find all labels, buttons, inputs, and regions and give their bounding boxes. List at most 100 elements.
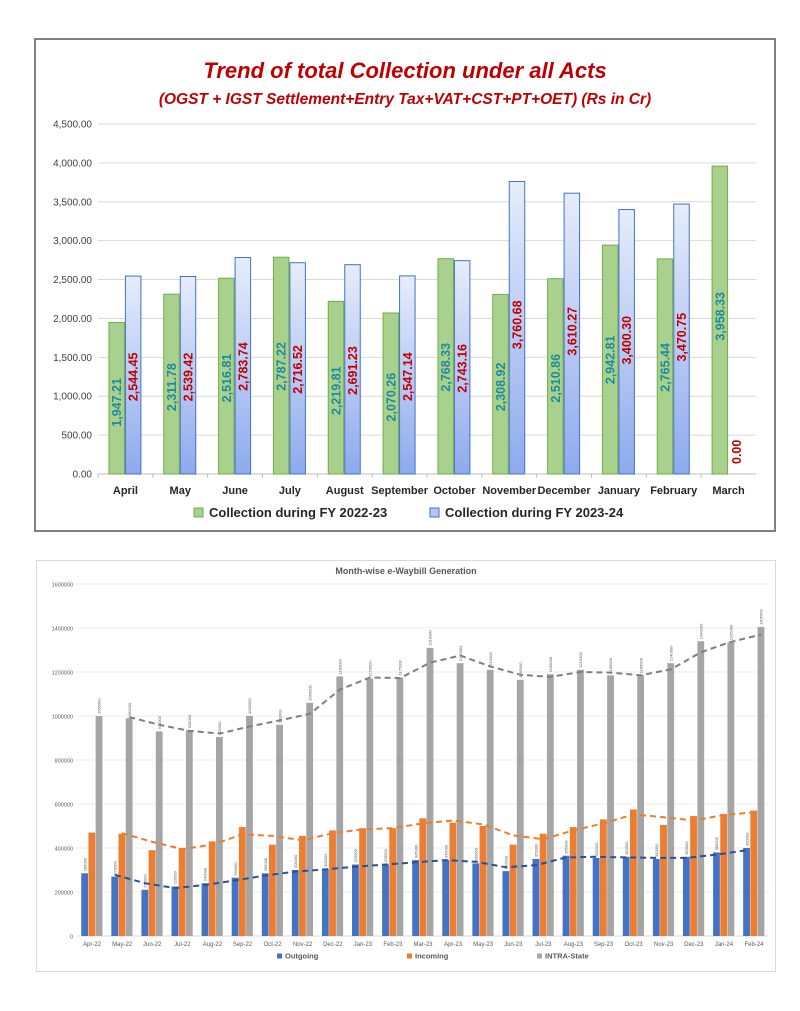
data-label: 3,760.68 xyxy=(511,300,525,349)
bar-outgoing xyxy=(412,860,419,936)
bar-intra-state xyxy=(155,731,163,936)
bars: 285000 470000 1000000 270000 465000 990000 210… xyxy=(81,609,765,936)
data-label: 470000 xyxy=(90,816,95,830)
legend: Outgoing Incoming INTRA-State xyxy=(277,952,589,961)
data-label: 1240000 xyxy=(668,645,673,661)
x-tick-label: Jul-23 xyxy=(535,942,552,948)
y-tick-label: 1400000 xyxy=(52,627,73,633)
bar-incoming xyxy=(299,835,306,936)
bar-intra-state xyxy=(667,663,675,936)
bar-incoming xyxy=(389,828,397,936)
y-tick-label: 3,500.00 xyxy=(53,197,92,208)
data-label: 530000 xyxy=(601,803,606,817)
legend-swatch xyxy=(407,953,412,959)
x-tick-label: Jul-22 xyxy=(174,942,191,948)
bars xyxy=(108,165,729,475)
data-label: 2,783.74 xyxy=(236,342,250,391)
data-label: 1,947.21 xyxy=(110,378,124,427)
bar-fy2023-24 xyxy=(124,275,142,475)
bar-intra-state xyxy=(185,730,193,936)
y-tick-label: 1000000 xyxy=(52,715,73,721)
data-label: 905000 xyxy=(217,721,222,735)
bar-fy2022-23 xyxy=(492,293,509,475)
x-tick-label: May xyxy=(170,485,192,497)
bar-incoming xyxy=(750,810,758,936)
data-label: 1240000 xyxy=(458,645,463,661)
x-tick-label: Jun-23 xyxy=(504,942,523,948)
bar-incoming xyxy=(599,819,607,936)
data-label: 930000 xyxy=(157,715,162,729)
bar-intra-state xyxy=(306,702,314,936)
bar-outgoing xyxy=(713,852,720,936)
bar-incoming xyxy=(329,830,336,936)
collection-chart: Trend of total Collection under all Acts… xyxy=(53,58,756,520)
legend-swatch xyxy=(537,953,542,959)
y-tick-label: 2,000.00 xyxy=(53,314,92,325)
x-tick-label: Oct-23 xyxy=(625,942,644,948)
y-tick-label: 1200000 xyxy=(52,671,73,677)
bar-incoming xyxy=(148,850,156,936)
data-label: 365000 xyxy=(564,840,569,854)
x-tick-label: Sep-23 xyxy=(594,942,614,948)
bar-fy2023-24 xyxy=(618,209,635,475)
data-label: 1170000 xyxy=(368,661,373,677)
waybill-chart: Month-wise e-Waybill Generation 0 200000 4… xyxy=(52,566,769,961)
data-label: 2,539.42 xyxy=(182,353,196,402)
data-label: 210000 xyxy=(143,874,148,888)
bar-fy2022-23 xyxy=(108,322,125,475)
bar-incoming xyxy=(118,833,126,936)
bar-intra-state xyxy=(757,626,765,936)
legend-label: Outgoing xyxy=(285,952,319,961)
data-label: 1190000 xyxy=(548,656,553,672)
x-tick-label: May-23 xyxy=(473,942,494,948)
y-tick-label: 0.00 xyxy=(73,470,93,481)
legend-label: Incoming xyxy=(415,952,449,961)
data-label: 515000 xyxy=(451,807,456,821)
bar-intra-state xyxy=(276,724,283,936)
bar-intra-state xyxy=(516,679,524,936)
data-label: 325000 xyxy=(383,848,388,862)
data-label: 1405000 xyxy=(759,609,764,625)
bar-incoming xyxy=(720,813,728,936)
data-label: 2,547.14 xyxy=(401,352,415,401)
data-label: 2,942.81 xyxy=(604,335,618,384)
x-tick-label: Jan-24 xyxy=(715,942,734,948)
data-label: 575000 xyxy=(631,793,636,807)
bar-outgoing xyxy=(231,877,239,936)
data-label: 1210000 xyxy=(488,651,493,667)
bar-fy2022-23 xyxy=(218,277,235,475)
data-label: 345000 xyxy=(443,844,448,858)
y-tick-label: 1,500.00 xyxy=(53,353,92,364)
bar-intra-state xyxy=(577,669,584,936)
data-label: 400000 xyxy=(744,832,749,846)
data-label: 2,070.26 xyxy=(384,373,398,422)
y-tick-label: 4,000.00 xyxy=(53,158,92,169)
data-label: 360000 xyxy=(684,841,689,855)
bar-incoming xyxy=(509,844,517,936)
x-tick-label: May-22 xyxy=(112,942,133,948)
bar-outgoing xyxy=(472,863,480,936)
data-label: 505000 xyxy=(661,809,666,823)
data-label: 3,610.27 xyxy=(565,307,579,356)
x-tick-label: Feb-24 xyxy=(744,942,764,948)
bar-outgoing xyxy=(291,870,299,936)
bar-outgoing xyxy=(141,889,149,936)
y-tick-label: 400000 xyxy=(55,847,73,853)
bar-fy2022-23 xyxy=(601,244,619,475)
y-tick-label: 200000 xyxy=(55,891,73,897)
x-tick-label: Aug-23 xyxy=(564,942,584,948)
x-tick-label: December xyxy=(537,485,591,497)
bar-outgoing xyxy=(442,860,450,936)
data-label: 2,765.44 xyxy=(659,343,673,392)
waybill-chart-frame: Month-wise e-Waybill Generation 0 200000 4… xyxy=(36,560,776,972)
bar-outgoing xyxy=(502,871,510,936)
bar-fy2023-24 xyxy=(289,262,306,475)
bar-fy2022-23 xyxy=(547,278,564,475)
trendline-incoming xyxy=(121,811,755,851)
bar-incoming xyxy=(238,827,246,936)
bar-intra-state xyxy=(456,663,464,936)
chart-subtitle: (OGST + IGST Settlement+Entry Tax+VAT+CS… xyxy=(159,91,651,108)
bar-intra-state xyxy=(95,716,103,936)
bar-outgoing xyxy=(682,856,690,936)
bar-incoming xyxy=(449,822,457,936)
